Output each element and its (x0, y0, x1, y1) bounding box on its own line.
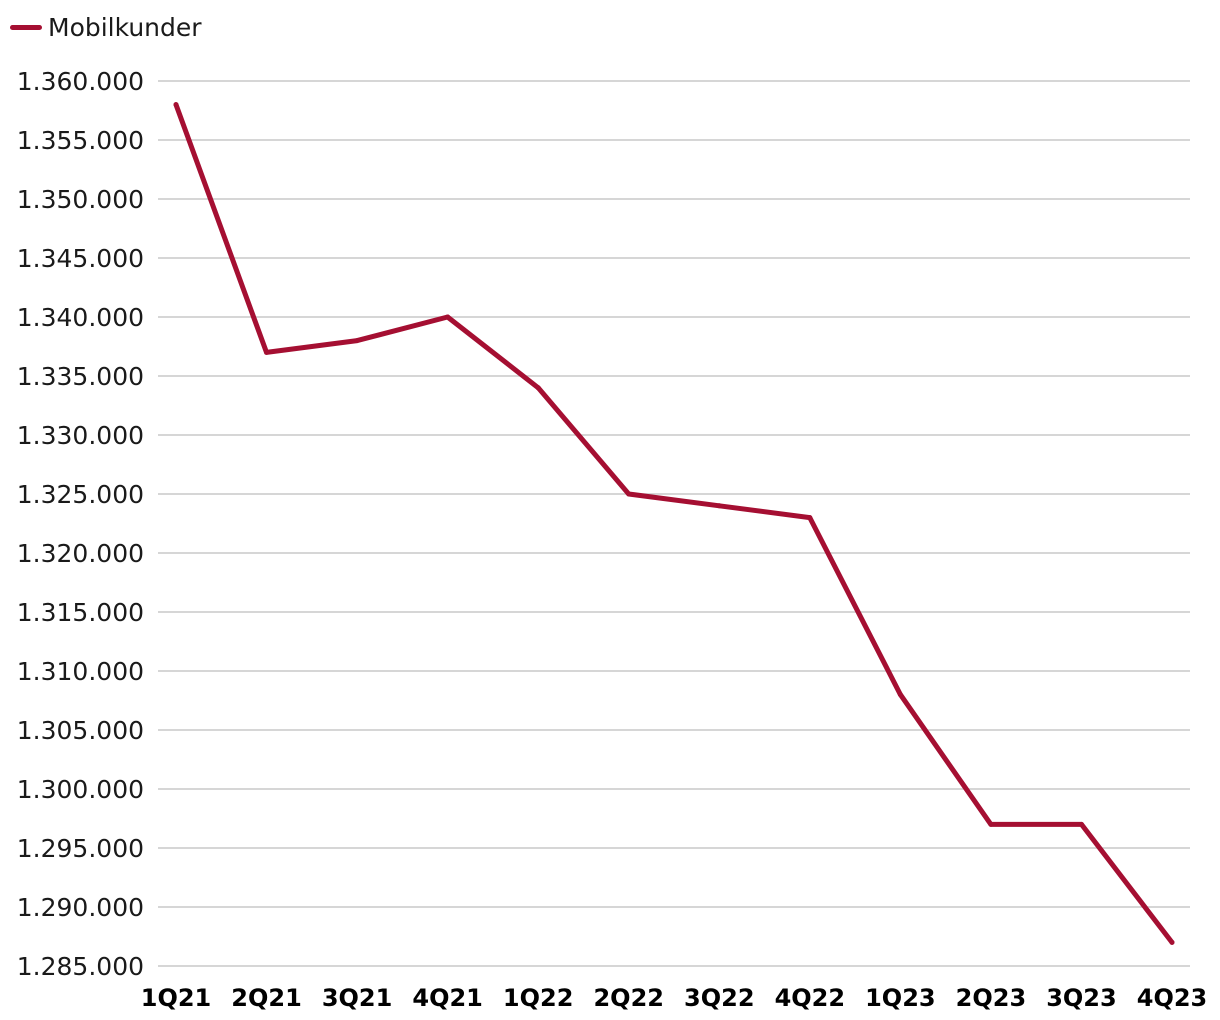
data-point (1078, 821, 1084, 827)
data-point (354, 338, 360, 344)
data-point (716, 503, 722, 509)
legend-label-mobilkunder: Mobilkunder (48, 12, 202, 42)
y-tick-label: 1.350.000 (17, 185, 144, 214)
y-axis-tick-labels: 1.285.000 1.290.000 1.295.000 1.300.000 1.30… (17, 67, 144, 981)
y-tick-label: 1.360.000 (17, 67, 144, 96)
y-tick-label: 1.285.000 (17, 952, 144, 981)
y-tick-label: 1.330.000 (17, 421, 144, 450)
y-tick-label: 1.355.000 (17, 126, 144, 155)
x-tick-label: 1Q23 (865, 984, 936, 1012)
x-axis-tick-labels: 1Q21 2Q21 3Q21 4Q21 1Q22 2Q22 3Q22 4Q22 1Q23 2Q23… (141, 984, 1208, 1012)
y-tick-label: 1.320.000 (17, 539, 144, 568)
data-point (445, 314, 451, 320)
x-tick-label: 4Q22 (775, 984, 846, 1012)
y-tick-label: 1.295.000 (17, 834, 144, 863)
data-point (807, 515, 813, 521)
y-tick-label: 1.305.000 (17, 716, 144, 745)
y-tick-label: 1.310.000 (17, 657, 144, 686)
y-tick-label: 1.290.000 (17, 893, 144, 922)
y-tick-label: 1.335.000 (17, 362, 144, 391)
data-point (535, 385, 541, 391)
y-tick-label: 1.345.000 (17, 244, 144, 273)
x-tick-label: 3Q23 (1046, 984, 1117, 1012)
x-tick-label: 4Q21 (412, 984, 483, 1012)
legend-swatch-mobilkunder (10, 24, 42, 30)
data-point (626, 491, 632, 497)
series-mobilkunder (173, 102, 1175, 945)
chart-legend: Mobilkunder (10, 10, 202, 44)
x-tick-label: 1Q22 (503, 984, 574, 1012)
data-point (173, 102, 179, 108)
y-tick-label: 1.340.000 (17, 303, 144, 332)
x-tick-label: 2Q21 (231, 984, 302, 1012)
data-point (1169, 939, 1175, 945)
series-line (173, 102, 1175, 945)
y-tick-label: 1.325.000 (17, 480, 144, 509)
x-tick-label: 2Q22 (593, 984, 664, 1012)
x-tick-label: 3Q21 (322, 984, 393, 1012)
y-tick-label: 1.300.000 (17, 775, 144, 804)
x-tick-label: 4Q23 (1137, 984, 1208, 1012)
gridlines (158, 80, 1190, 967)
x-tick-label: 3Q22 (684, 984, 755, 1012)
data-point (897, 692, 903, 698)
x-tick-label: 2Q23 (956, 984, 1027, 1012)
data-point (988, 821, 994, 827)
data-point (264, 349, 270, 355)
y-tick-label: 1.315.000 (17, 598, 144, 627)
x-tick-label: 1Q21 (141, 984, 212, 1012)
